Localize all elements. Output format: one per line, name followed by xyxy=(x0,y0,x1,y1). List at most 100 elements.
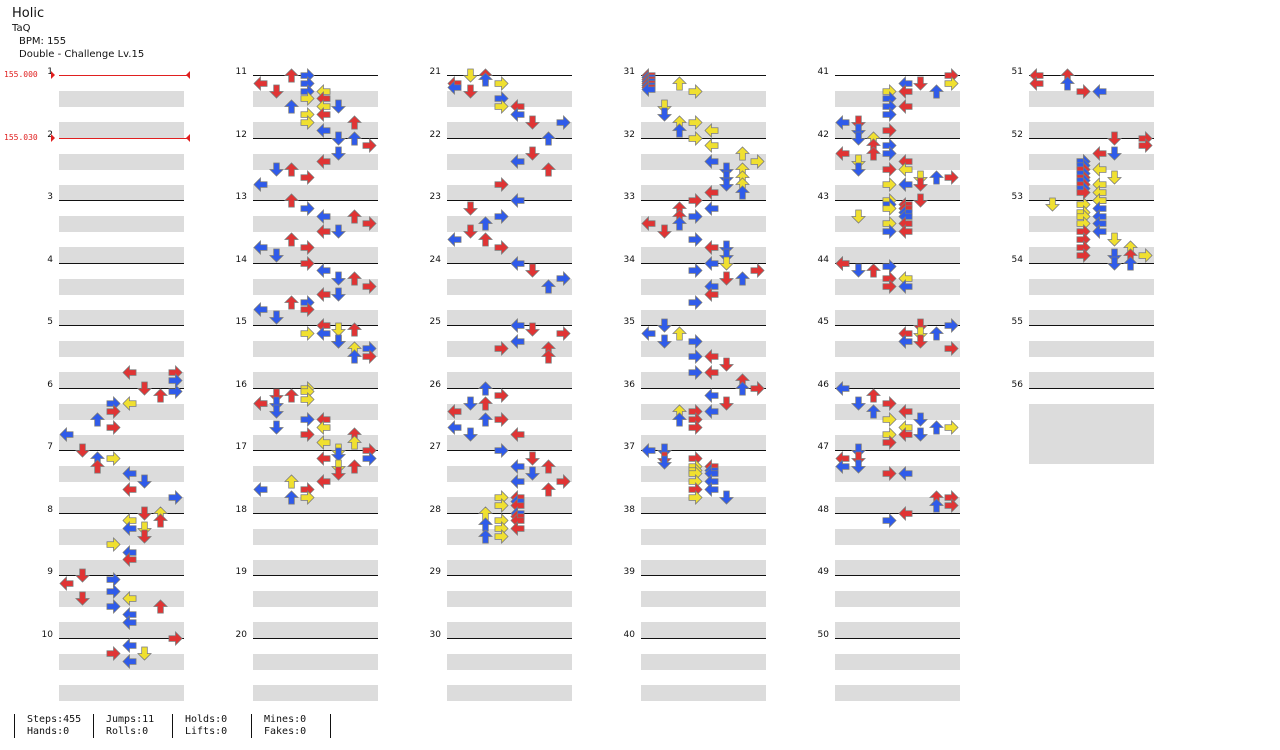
arrow-up-icon xyxy=(928,169,944,185)
arrow-up-icon xyxy=(928,84,944,99)
arrow-right-icon xyxy=(362,349,377,365)
arrow-left-icon xyxy=(121,466,137,482)
arrow-down-icon xyxy=(719,162,735,177)
arrow-right-icon xyxy=(688,193,703,208)
measure-number: 7 xyxy=(47,442,53,452)
beat-band xyxy=(835,528,960,545)
arrow-left-icon xyxy=(509,193,525,208)
arrow-left-icon xyxy=(509,474,525,490)
arrow-right-icon xyxy=(300,302,315,318)
arrow-right-icon xyxy=(106,403,121,419)
arrow-up-icon xyxy=(284,99,300,114)
beat-band xyxy=(253,372,378,389)
measure-line xyxy=(1029,200,1154,201)
arrow-up-icon xyxy=(928,419,944,435)
measure-line xyxy=(835,75,960,76)
beat-band xyxy=(447,684,572,701)
arrow-right-icon xyxy=(494,99,509,115)
arrow-up-icon xyxy=(928,498,944,513)
arrow-right-icon xyxy=(688,349,703,365)
measure-line xyxy=(835,387,960,389)
stat-holds: Holds:0 xyxy=(185,714,228,725)
arrow-right-icon xyxy=(300,91,315,107)
arrow-right-icon xyxy=(882,161,897,177)
arrow-left-icon xyxy=(315,474,331,490)
arrow-right-icon xyxy=(944,341,959,357)
measure-number: 16 xyxy=(235,379,247,390)
arrow-down-icon xyxy=(137,646,153,661)
beat-band xyxy=(1029,153,1154,170)
arrow-up-icon xyxy=(866,404,882,419)
arrow-down-icon xyxy=(462,68,478,83)
beat-band xyxy=(253,309,378,326)
measure-number: 29 xyxy=(429,567,441,577)
arrow-right-icon xyxy=(944,497,959,513)
arrow-down-icon xyxy=(1107,248,1123,263)
arrow-right-icon xyxy=(882,513,897,529)
beat-band xyxy=(59,559,184,576)
measure-line xyxy=(1029,325,1154,326)
stats-jumps-rolls: Jumps:11 Rolls:0 xyxy=(93,714,172,738)
arrow-down-icon xyxy=(462,427,478,442)
arrow-down-icon xyxy=(268,310,284,325)
arrow-left-icon xyxy=(641,443,656,458)
measure-number: 51 xyxy=(1011,67,1023,77)
beat-band xyxy=(1029,91,1154,107)
arrow-left-icon xyxy=(253,482,268,498)
measure-line xyxy=(59,325,184,326)
measure-number: 38 xyxy=(623,504,635,515)
arrow-down-icon xyxy=(525,451,541,466)
measure-line xyxy=(641,575,766,576)
arrow-down-icon xyxy=(137,521,153,536)
measure-number: 42 xyxy=(817,129,829,140)
arrow-down-icon xyxy=(913,318,929,333)
stat-hands: Hands:0 xyxy=(27,726,70,737)
measure-number: 22 xyxy=(429,129,441,140)
arrow-down-icon xyxy=(850,396,866,411)
arrow-right-icon xyxy=(882,122,897,138)
arrow-down-icon xyxy=(913,193,929,208)
arrow-left-icon xyxy=(641,81,656,97)
beat-band xyxy=(59,653,184,670)
arrow-right-icon xyxy=(106,419,121,435)
measure-number: 52 xyxy=(1011,129,1023,140)
arrow-right-icon xyxy=(300,489,315,505)
arrow-right-icon xyxy=(882,146,897,162)
arrow-right-icon xyxy=(1076,247,1091,263)
arrow-up-icon xyxy=(346,435,362,450)
arrow-down-icon xyxy=(913,427,929,442)
arrow-left-icon xyxy=(835,146,850,162)
chart-difficulty: Double - Challenge Lv.15 xyxy=(19,49,145,60)
measure-line xyxy=(59,200,184,201)
arrow-down-icon xyxy=(331,271,347,286)
beat-band xyxy=(835,403,960,420)
arrow-down-icon xyxy=(331,334,347,349)
arrow-left-icon xyxy=(641,325,656,341)
measure-number: 26 xyxy=(429,379,441,390)
arrow-left-icon xyxy=(509,255,525,271)
arrow-up-icon xyxy=(478,72,494,87)
arrow-right-icon xyxy=(1076,83,1091,99)
stats-mines-fakes: Mines:0 Fakes:0 xyxy=(251,714,331,738)
arrow-right-icon xyxy=(688,83,703,99)
beat-band xyxy=(1029,434,1154,451)
measure-line xyxy=(59,637,184,639)
measure-number: 53 xyxy=(1011,192,1023,202)
measure-number: 2 xyxy=(47,129,53,140)
arrow-left-icon xyxy=(703,185,719,201)
bpm-text: BPM: 155 xyxy=(19,36,67,47)
arrow-right-icon xyxy=(556,271,571,287)
measure-line xyxy=(447,637,572,639)
measure-line xyxy=(835,512,960,514)
arrow-down-icon xyxy=(913,412,929,427)
beat-band xyxy=(835,122,960,139)
arrow-right-icon xyxy=(106,583,121,599)
arrow-up-icon xyxy=(478,216,494,231)
arrow-left-icon xyxy=(509,427,525,443)
arrow-down-icon xyxy=(719,256,735,271)
measure-line xyxy=(447,137,572,139)
measure-number: 18 xyxy=(235,504,247,515)
measure-line xyxy=(641,325,766,326)
arrow-left-icon xyxy=(509,107,525,123)
arrow-up-icon xyxy=(478,529,494,544)
